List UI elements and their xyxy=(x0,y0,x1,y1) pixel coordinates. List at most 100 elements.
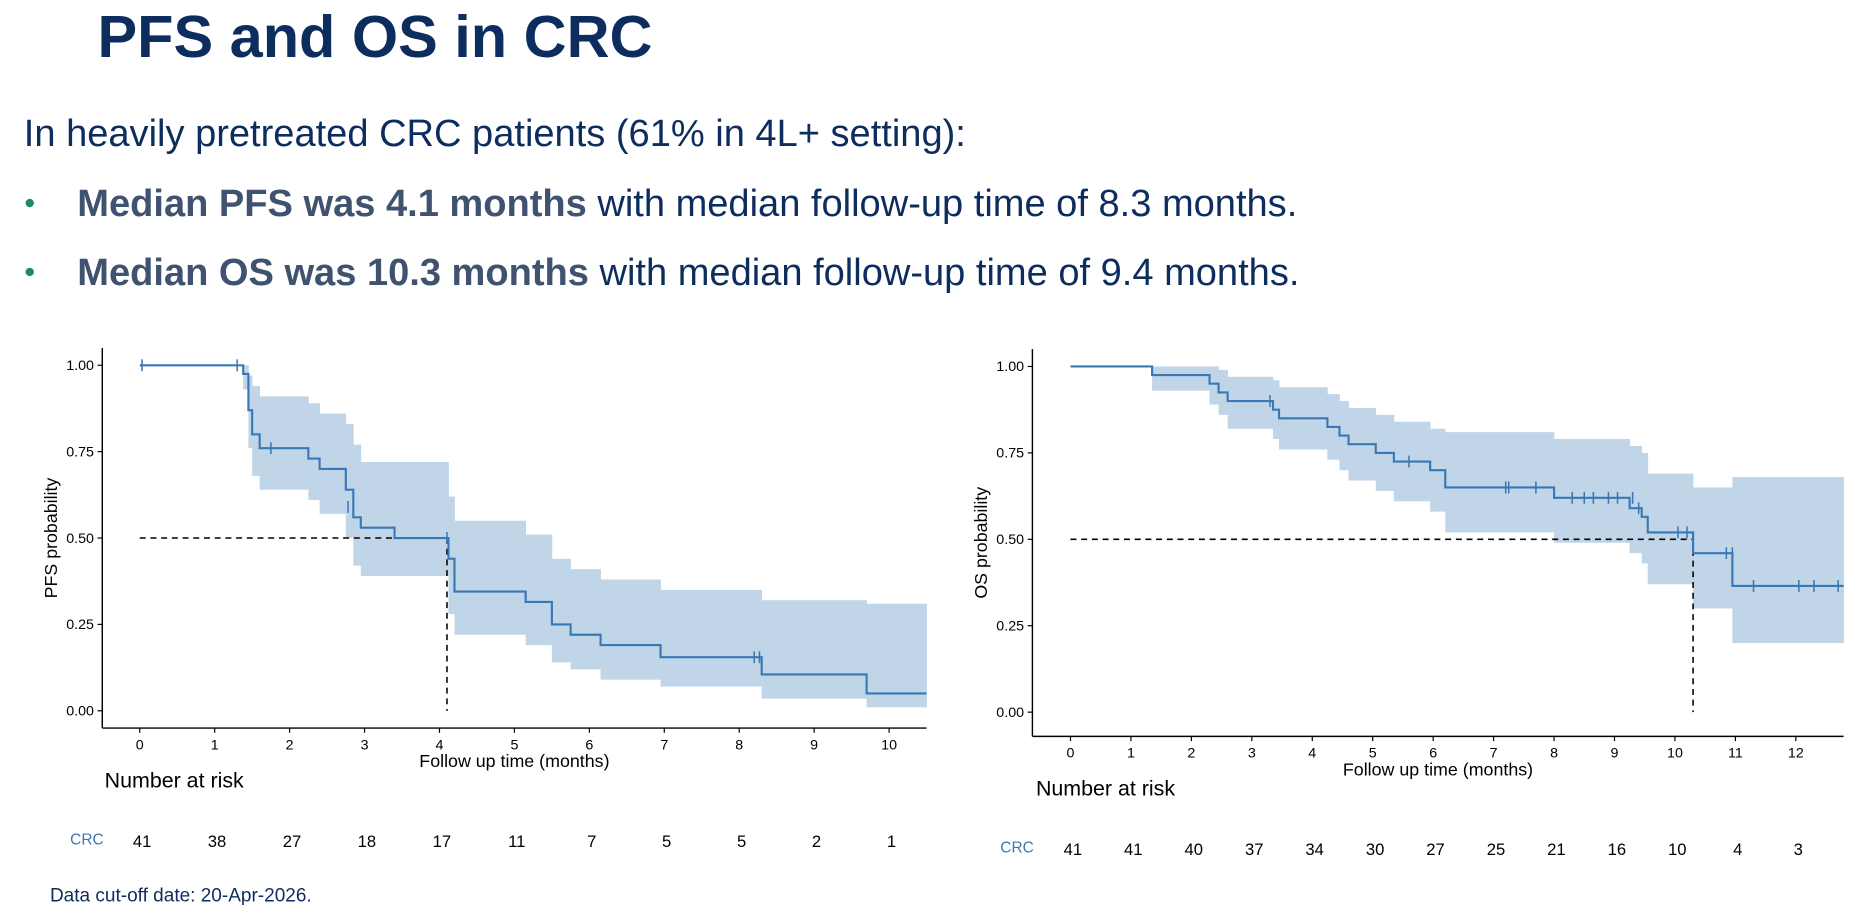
confidence-band xyxy=(600,579,661,680)
risk-title: Number at risk xyxy=(1036,777,1175,801)
y-tick-label: 0.50 xyxy=(66,531,94,547)
x-tick-label: 4 xyxy=(1308,746,1316,762)
confidence-band xyxy=(252,385,261,476)
x-tick-label: 2 xyxy=(1187,746,1195,762)
y-tick-label: 0.50 xyxy=(996,532,1024,548)
confidence-band xyxy=(1641,452,1649,564)
bullet-bold: Median OS was 10.3 months xyxy=(77,252,589,294)
risk-count: 17 xyxy=(433,832,452,851)
x-tick-label: 3 xyxy=(1248,746,1256,762)
confidence-band xyxy=(1445,432,1555,533)
risk-count: 10 xyxy=(1668,840,1687,859)
y-tick-label: 1.00 xyxy=(996,359,1024,375)
y-tick-label: 0.75 xyxy=(996,446,1024,462)
risk-count: 16 xyxy=(1608,840,1627,859)
confidence-band xyxy=(394,462,449,577)
confidence-band xyxy=(353,444,362,566)
bullet-rest: with median follow-up time of 8.3 months… xyxy=(587,183,1297,225)
risk-count: 4 xyxy=(1733,840,1742,859)
risk-title: Number at risk xyxy=(105,768,244,792)
risk-count: 38 xyxy=(208,832,227,851)
risk-count: 41 xyxy=(1124,840,1143,859)
risk-count: 27 xyxy=(283,832,302,851)
slide-title: PFS and OS in CRC xyxy=(98,3,653,70)
y-tick-label: 1.00 xyxy=(66,358,94,374)
intro: In heavily pretreated CRC patients (61% … xyxy=(24,113,966,155)
x-tick-label: 7 xyxy=(1490,746,1498,762)
x-tick-label: 6 xyxy=(1429,746,1437,762)
confidence-band xyxy=(248,375,253,449)
risk-count: 21 xyxy=(1547,840,1566,859)
confidence-band xyxy=(308,403,320,501)
y-tick-label: 0.00 xyxy=(66,704,94,720)
confidence-band xyxy=(319,413,347,514)
x-tick-label: 0 xyxy=(1067,746,1075,762)
risk-group: CRC xyxy=(1000,840,1033,857)
risk-count: 25 xyxy=(1487,840,1506,859)
risk-count: 18 xyxy=(358,832,377,851)
risk-count: 40 xyxy=(1185,840,1204,859)
x-tick-label: 10 xyxy=(881,737,897,753)
x-tick-label: 8 xyxy=(735,737,743,753)
confidence-band xyxy=(448,496,455,615)
x-tick-label: 11 xyxy=(1728,746,1743,762)
risk-count: 41 xyxy=(1064,840,1083,859)
y-tick-label: 0.75 xyxy=(66,444,94,460)
bullet-rest: with median follow-up time of 9.4 months… xyxy=(589,252,1299,294)
x-tick-label: 6 xyxy=(585,737,593,753)
risk-count: 34 xyxy=(1305,840,1324,859)
bullet: Median OS was 10.3 months with median fo… xyxy=(77,252,1299,294)
footnote: Data cut-off date: 20-Apr-2026. xyxy=(50,885,312,905)
x-tick-label: 5 xyxy=(510,737,518,753)
x-tick-label: 9 xyxy=(1611,746,1619,762)
x-tick-label: 1 xyxy=(211,737,219,753)
confidence-band xyxy=(360,462,395,577)
x-axis-label: Follow up time (months) xyxy=(1343,760,1533,780)
x-tick-label: 9 xyxy=(810,737,818,753)
bullet-bold: Median PFS was 4.1 months xyxy=(77,183,586,225)
survival-curve xyxy=(1070,365,1844,588)
x-tick-label: 2 xyxy=(286,737,294,753)
confidence-band xyxy=(1554,439,1630,543)
confidence-band xyxy=(866,603,927,708)
confidence-band xyxy=(761,600,867,699)
confidence-band xyxy=(1227,376,1274,429)
risk-count: 41 xyxy=(133,832,152,851)
x-tick-label: 0 xyxy=(136,737,144,753)
risk-count: 5 xyxy=(662,832,671,851)
confidence-band xyxy=(454,520,527,635)
x-tick-label: 10 xyxy=(1667,746,1683,762)
x-tick-label: 1 xyxy=(1127,746,1135,762)
confidence-band xyxy=(1209,366,1219,405)
risk-count: 27 xyxy=(1426,840,1445,859)
confidence-band xyxy=(1629,445,1643,554)
y-axis-label: OS probability xyxy=(971,487,991,599)
y-tick-label: 0.25 xyxy=(66,617,94,633)
confidence-band xyxy=(1647,473,1694,585)
risk-count: 7 xyxy=(587,832,596,851)
confidence-band xyxy=(660,589,763,687)
risk-count: 2 xyxy=(812,832,821,851)
x-tick-label: 7 xyxy=(660,737,668,753)
confidence-band xyxy=(1732,477,1844,644)
risk-count: 11 xyxy=(508,832,525,851)
x-tick-label: 12 xyxy=(1788,746,1804,762)
survival-curve xyxy=(139,364,927,695)
x-tick-label: 3 xyxy=(361,737,369,753)
y-tick-label: 0.00 xyxy=(996,705,1024,721)
confidence-band xyxy=(243,365,249,390)
bullet: Median PFS was 4.1 months with median fo… xyxy=(77,183,1297,225)
y-tick-label: 0.25 xyxy=(996,618,1024,634)
risk-count: 1 xyxy=(887,832,896,851)
x-tick-label: 4 xyxy=(436,737,444,753)
confidence-band xyxy=(259,396,309,490)
confidence-band xyxy=(345,423,354,539)
risk-group: CRC xyxy=(70,831,103,848)
confidence-band xyxy=(1152,366,1210,391)
risk-count: 37 xyxy=(1245,840,1264,859)
confidence-band xyxy=(551,558,571,663)
x-axis-label: Follow up time (months) xyxy=(419,751,609,771)
y-axis-label: PFS probability xyxy=(41,478,61,599)
